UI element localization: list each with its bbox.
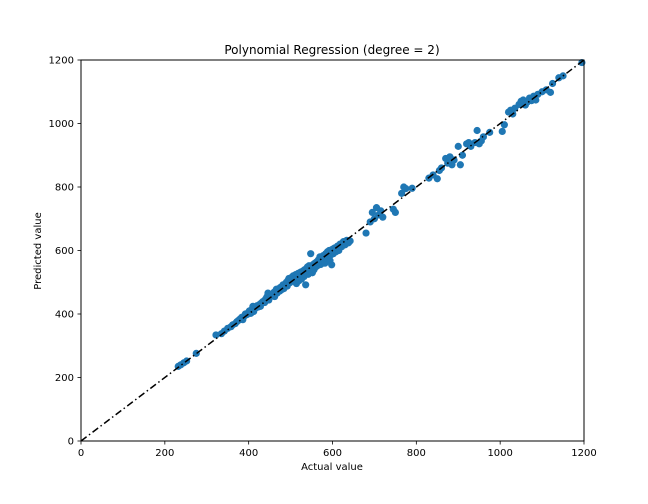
y-axis-label: Predicted value xyxy=(33,212,44,289)
data-point xyxy=(402,184,410,193)
x-tick-label: 200 xyxy=(155,448,174,459)
data-point xyxy=(377,207,385,215)
y-tick-label: 0 xyxy=(68,437,74,448)
data-point xyxy=(486,128,494,136)
x-tick-label: 0 xyxy=(78,448,84,459)
data-point xyxy=(500,121,508,129)
y-tick-label: 1000 xyxy=(49,119,74,130)
y-axis-ticks: 0 200 400 600 800 1000 1200 xyxy=(49,56,81,448)
y-tick-label: 400 xyxy=(55,310,74,321)
data-point xyxy=(548,79,557,88)
y-tick-label: 800 xyxy=(55,183,74,194)
data-point xyxy=(458,151,467,159)
data-point xyxy=(398,189,406,197)
y-tick-label: 1200 xyxy=(49,56,74,67)
data-point xyxy=(408,184,416,192)
data-point xyxy=(212,331,220,339)
data-point xyxy=(433,175,441,183)
data-point xyxy=(362,229,370,237)
data-point xyxy=(368,208,376,216)
x-tick-label: 800 xyxy=(407,448,426,459)
data-point xyxy=(307,250,315,258)
y-tick-label: 200 xyxy=(55,373,74,384)
data-point xyxy=(391,208,399,216)
data-point xyxy=(498,127,506,136)
x-tick-label: 1000 xyxy=(487,448,512,459)
data-point xyxy=(456,161,464,169)
data-point xyxy=(379,213,387,221)
identity-reference-line xyxy=(80,59,585,442)
y-tick-label: 600 xyxy=(55,246,74,257)
data-point xyxy=(450,156,458,164)
x-tick-label: 600 xyxy=(323,448,342,459)
x-axis-ticks: 0 200 400 600 800 1000 1200 xyxy=(78,441,597,459)
x-tick-label: 1200 xyxy=(571,448,596,459)
data-point xyxy=(473,126,481,135)
data-points xyxy=(174,58,586,370)
chart-title: Polynomial Regression (degree = 2) xyxy=(224,43,439,57)
x-tick-label: 400 xyxy=(239,448,258,459)
data-point xyxy=(328,261,336,269)
x-axis-label: Actual value xyxy=(301,462,363,473)
data-point xyxy=(546,88,555,96)
plot-area xyxy=(80,58,586,442)
data-point xyxy=(302,281,310,289)
data-point xyxy=(454,142,462,150)
